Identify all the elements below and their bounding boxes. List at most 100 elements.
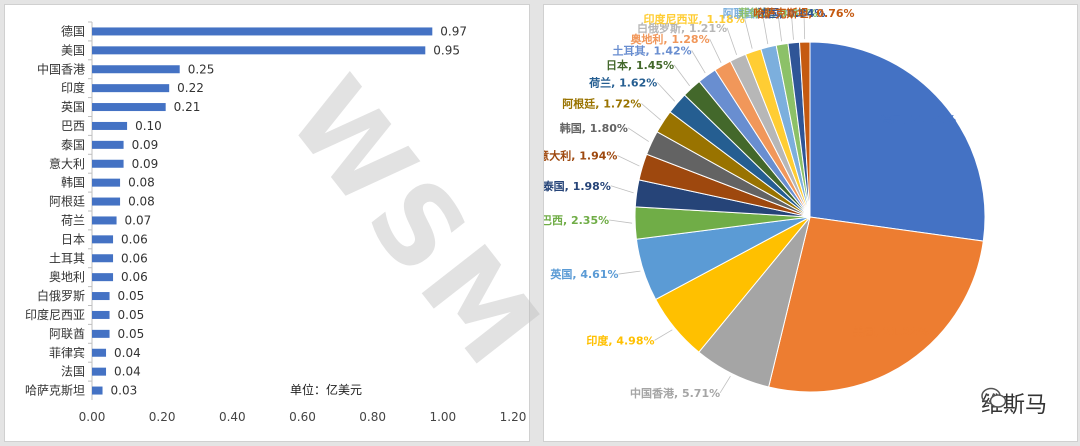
- slice-label: 荷兰, 1.62%: [588, 75, 657, 89]
- x-tick-label: 0.00: [79, 410, 106, 424]
- slice-label: 泰国, 1.98%: [544, 179, 611, 193]
- bar: [92, 121, 128, 130]
- y-tick-label: 印度尼西亚: [25, 307, 85, 322]
- bar: [92, 84, 170, 93]
- data-label: 0.10: [135, 119, 162, 133]
- y-tick-label: 美国: [61, 43, 85, 57]
- data-label: 0.08: [128, 176, 155, 190]
- y-tick-label: 奥地利: [49, 270, 85, 284]
- leader-line: [709, 38, 722, 63]
- slice-label: 意大利, 1.94%: [544, 148, 617, 162]
- data-label: 0.95: [433, 43, 460, 57]
- data-label: 0.22: [177, 81, 204, 95]
- y-tick-label: 中国香港: [37, 61, 85, 76]
- leader-line: [691, 50, 706, 74]
- leader-line: [726, 27, 738, 55]
- leader-line: [610, 185, 634, 194]
- data-label: 0.06: [121, 270, 148, 284]
- slice-label: 阿根廷, 1.72%: [562, 97, 641, 111]
- leader-line: [777, 12, 782, 42]
- data-label: 0.08: [128, 195, 155, 209]
- y-tick-label: 德国: [61, 23, 85, 38]
- y-tick-label: 泰国: [61, 138, 85, 152]
- leader-line: [654, 329, 673, 341]
- y-tick-label: 法国: [61, 365, 85, 379]
- leader-line: [656, 82, 676, 102]
- pie-slice: [809, 41, 986, 242]
- pie-slice: [768, 216, 984, 393]
- slice-label: 美国, 21.22%: [853, 325, 929, 339]
- bar: [92, 367, 107, 376]
- bar: [92, 27, 433, 36]
- data-label: 0.04: [114, 346, 141, 360]
- pie-slice: [799, 41, 811, 218]
- bar: [92, 197, 121, 206]
- leader-line: [609, 219, 633, 224]
- y-tick-label: 菲律宾: [49, 345, 85, 360]
- leader-line: [744, 18, 753, 49]
- bar: [92, 348, 107, 357]
- y-tick-label: 土耳其: [49, 251, 85, 265]
- y-tick-label: 荷兰: [61, 213, 85, 227]
- bar: [92, 254, 114, 263]
- y-tick-label: 韩国: [61, 175, 85, 190]
- leader-line: [641, 103, 661, 121]
- leader-line: [719, 376, 731, 394]
- brand-badge: 维斯马: [981, 387, 1047, 419]
- data-label: 0.09: [132, 138, 159, 152]
- leader-line: [803, 12, 806, 40]
- x-tick-label: 0.20: [149, 410, 176, 424]
- y-tick-label: 阿根廷: [49, 195, 85, 209]
- bar: [92, 103, 166, 112]
- leader-line: [673, 64, 690, 87]
- bar: [92, 140, 124, 149]
- data-label: 0.21: [174, 100, 201, 114]
- bar: [92, 310, 110, 319]
- slice-label: 日本, 1.45%: [606, 58, 674, 72]
- leader-line: [627, 127, 649, 142]
- slice-label: 阿联酋, 1.14%: [723, 6, 802, 20]
- slice-label: 奥地利, 1.28%: [629, 32, 709, 46]
- data-label: 0.06: [121, 251, 148, 265]
- x-tick-label: 1.20: [500, 410, 527, 424]
- slice-label: 德国, 21.70%: [879, 112, 956, 126]
- y-tick-label: 日本: [61, 232, 85, 246]
- slice-label: 巴西, 2.35%: [544, 214, 609, 227]
- x-tick-label: 0.80: [359, 410, 386, 424]
- bar: [92, 273, 114, 282]
- y-tick-label: 印度: [61, 80, 85, 95]
- unit-label: 单位：亿美元: [290, 383, 363, 397]
- slice-label: 印度尼西亚, 1.18%: [644, 12, 745, 26]
- bar-chart: 德国 0.97 美国 0.95 中国香港 0.25 印度 0.22 英国 0.21 巴西 0.10 泰国…: [25, 21, 527, 424]
- data-label: 0.06: [121, 232, 148, 246]
- slice-label: 中国香港, 5.71%: [630, 386, 720, 400]
- x-tick-label: 1.00: [429, 410, 456, 424]
- bar: [92, 292, 110, 301]
- leader-line: [617, 155, 640, 167]
- leader-line: [790, 12, 794, 40]
- x-tick-label: 0.60: [289, 410, 316, 424]
- slice-label: 土耳其, 1.42%: [613, 43, 692, 57]
- data-label: 0.05: [118, 327, 145, 341]
- y-tick-label: 英国: [61, 100, 85, 114]
- y-tick-label: 巴西: [61, 119, 85, 133]
- leader-line: [618, 270, 641, 275]
- bar: [92, 178, 121, 187]
- slice-label: 菲律宾, 0.87%: [738, 6, 817, 20]
- bar: [92, 386, 103, 395]
- slice-label: 印度, 4.98%: [586, 333, 654, 347]
- slice-label: 白俄罗斯, 1.21%: [637, 21, 727, 35]
- data-label: 0.05: [118, 308, 145, 322]
- data-label: 0.25: [188, 62, 215, 76]
- data-label: 0.03: [111, 384, 138, 398]
- bar: [92, 216, 117, 225]
- pie-chart: 德国, 21.70% 美国, 21.22% 中国香港, 5.71% 印度, 4.98%…: [544, 6, 986, 400]
- data-label: 0.09: [132, 157, 159, 171]
- y-tick-label: 意大利: [49, 156, 85, 171]
- slice-label: 法国, 0.84%: [757, 6, 825, 20]
- data-label: 0.04: [114, 365, 141, 379]
- y-tick-label: 阿联酋: [49, 326, 85, 341]
- slice-label: 哈萨克斯坦, 0.76%: [753, 6, 854, 20]
- slice-label: 英国, 4.61%: [549, 267, 618, 281]
- data-label: 0.05: [118, 289, 145, 303]
